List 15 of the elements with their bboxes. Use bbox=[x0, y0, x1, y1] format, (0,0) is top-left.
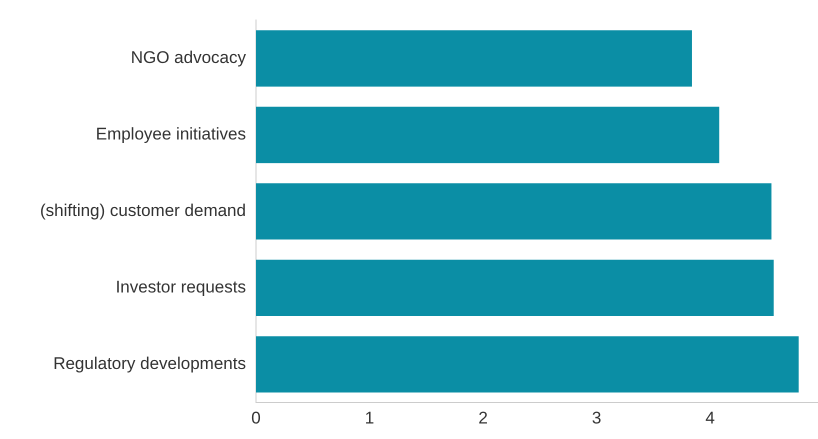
y-tick-label: Investor requests bbox=[116, 278, 246, 297]
x-tick-label: 2 bbox=[478, 408, 488, 428]
y-tick-label: Regulatory developments bbox=[53, 354, 246, 374]
bar bbox=[256, 336, 799, 393]
bar bbox=[256, 30, 692, 87]
y-tick-label: Employee initiatives bbox=[96, 124, 246, 144]
x-tick-label: 4 bbox=[705, 408, 715, 428]
x-tick-label: 0 bbox=[251, 408, 261, 428]
y-tick-label: NGO advocacy bbox=[130, 48, 246, 68]
y-tick-label: (shifting) customer demand bbox=[40, 201, 246, 220]
bar bbox=[256, 106, 720, 164]
bar bbox=[256, 183, 772, 240]
x-tick-label: 1 bbox=[364, 408, 374, 428]
x-tick-label: 3 bbox=[592, 408, 602, 428]
bar bbox=[256, 260, 774, 316]
